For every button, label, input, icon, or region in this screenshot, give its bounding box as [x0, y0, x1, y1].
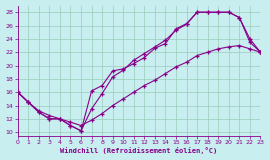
X-axis label: Windchill (Refroidissement éolien,°C): Windchill (Refroidissement éolien,°C)	[60, 148, 218, 154]
